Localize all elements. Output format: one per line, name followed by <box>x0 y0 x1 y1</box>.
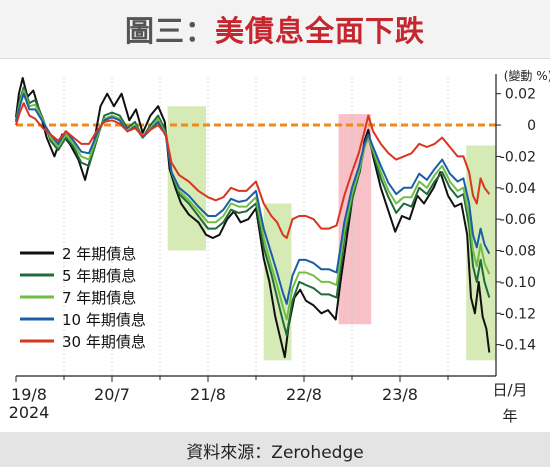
y-tick-label: -0.14 <box>500 338 536 354</box>
series-line <box>15 86 491 337</box>
legend: 2 年期債息 5 年期債息 7 年期債息 10 年期債息 30 年期債息 <box>20 245 146 351</box>
legend-label: 5 年期債息 <box>62 267 136 285</box>
x-tick-label: 21/8 <box>190 385 226 404</box>
series-lines <box>15 77 491 359</box>
source-note: 資料來源：Zerohedge <box>186 443 364 463</box>
source-bar: 資料來源：Zerohedge <box>0 432 550 467</box>
title-bar: 圖三：美債息全面下跌 <box>0 0 550 59</box>
gridlines <box>63 78 449 376</box>
x-tick-label: 22/8 <box>286 385 322 404</box>
y-tick-label: -0.08 <box>500 244 536 260</box>
series-line <box>15 92 491 305</box>
legend-label: 2 年期債息 <box>62 245 136 263</box>
y-tick-label: -0.10 <box>500 275 536 291</box>
y-tick-label: 0.02 <box>505 87 536 103</box>
series-line <box>15 102 491 239</box>
x-tick-label: 2024 <box>9 403 50 422</box>
x-axis-year-label: 年 <box>502 407 517 425</box>
x-tick-label: 20/7 <box>94 385 130 404</box>
x-axis-unit-label: 日/月 <box>492 381 527 399</box>
y-tick-label: 0 <box>527 118 536 134</box>
y-tick-label: -0.12 <box>500 306 536 322</box>
line-chart: 0.02 0 -0.02 -0.04 -0.06 -0.08 -0.10 -0.12 -0.14… <box>9 68 550 425</box>
legend-label: 7 年期債息 <box>62 289 136 307</box>
legend-label: 10 年期債息 <box>62 311 146 329</box>
figure-number: 圖三： <box>124 14 215 48</box>
chart-title: 圖三：美債息全面下跌 <box>0 8 550 50</box>
y-tick-label: -0.04 <box>500 181 536 197</box>
highlight-band <box>338 114 372 325</box>
x-tick-label: 19/8 <box>11 385 47 404</box>
y-axis-ticks: 0.02 0 -0.02 -0.04 -0.06 -0.08 -0.10 -0.12 -0.14 <box>496 87 536 354</box>
legend-label: 30 年期債息 <box>62 333 146 351</box>
title-text: 美債息全面下跌 <box>215 14 426 48</box>
series-line <box>15 89 491 321</box>
x-tick-label: 23/8 <box>382 385 418 404</box>
y-tick-label: -0.02 <box>500 149 536 165</box>
y-tick-label: -0.06 <box>500 212 536 228</box>
y-axis-label: (變動 %) <box>504 68 550 83</box>
